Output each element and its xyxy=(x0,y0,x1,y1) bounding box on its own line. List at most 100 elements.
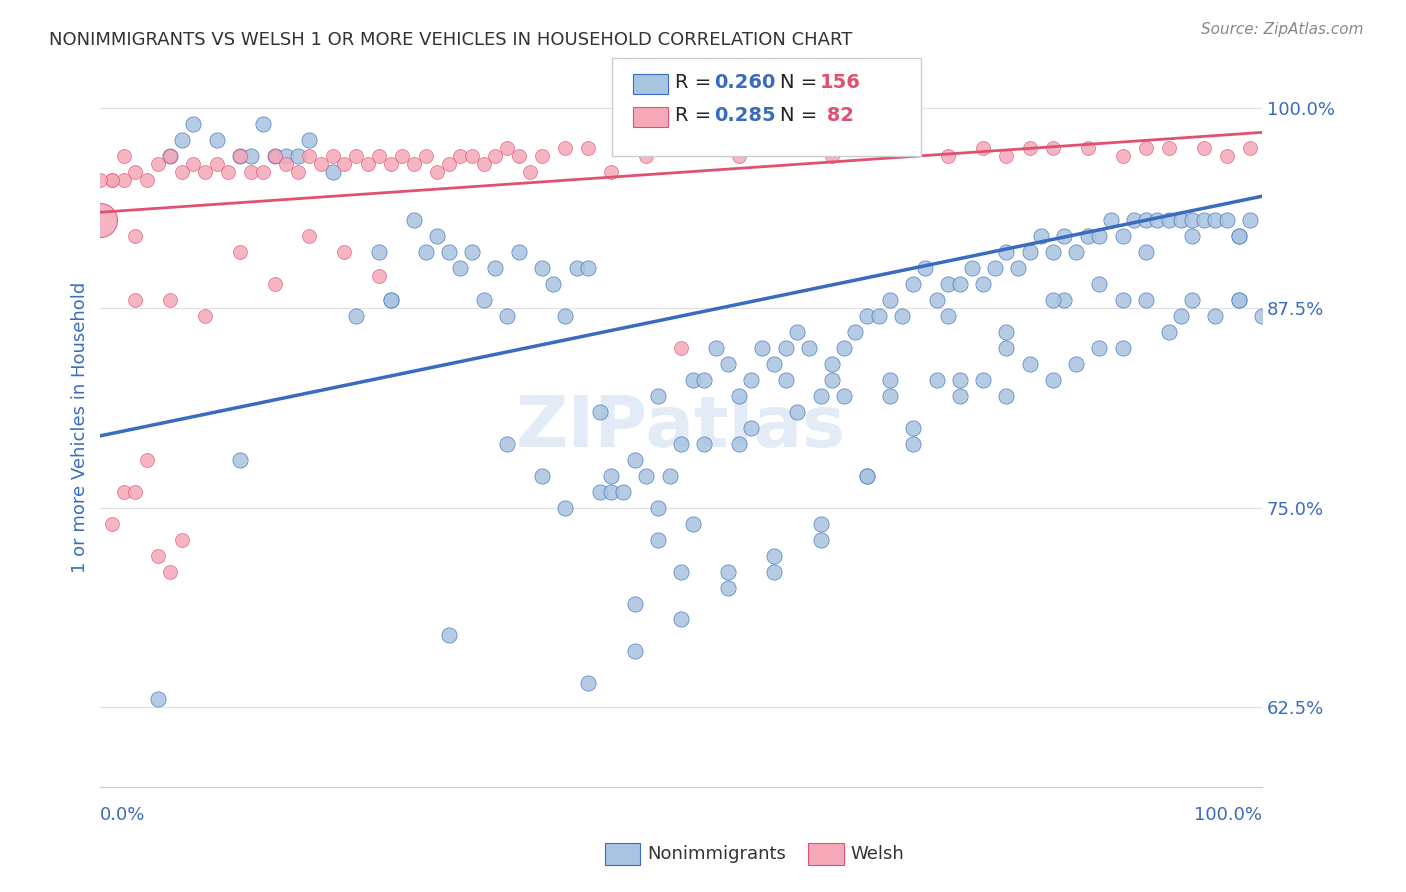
Point xyxy=(740,421,762,435)
Text: NONIMMIGRANTS VS WELSH 1 OR MORE VEHICLES IN HOUSEHOLD CORRELATION CHART: NONIMMIGRANTS VS WELSH 1 OR MORE VEHICLE… xyxy=(49,31,852,49)
Point xyxy=(576,261,599,276)
Point xyxy=(322,149,344,163)
Point xyxy=(856,309,879,323)
Point xyxy=(461,245,484,260)
Point xyxy=(298,149,321,163)
Point xyxy=(1053,229,1076,244)
Point xyxy=(1018,357,1040,371)
Point xyxy=(1111,293,1133,307)
Point xyxy=(589,484,612,499)
Point xyxy=(600,468,623,483)
Point xyxy=(995,341,1018,355)
Point xyxy=(426,165,449,179)
Text: 82: 82 xyxy=(820,106,853,126)
Point xyxy=(936,309,959,323)
Point xyxy=(856,468,879,483)
Point xyxy=(600,165,623,179)
Point xyxy=(1007,261,1029,276)
Point xyxy=(1123,213,1146,227)
Point xyxy=(623,452,645,467)
Point xyxy=(89,213,111,227)
Point xyxy=(832,389,855,403)
Point xyxy=(461,149,484,163)
Point xyxy=(1077,141,1099,155)
Point xyxy=(728,389,751,403)
Point xyxy=(1181,293,1204,307)
Point xyxy=(810,533,832,547)
Point xyxy=(309,157,332,171)
Point xyxy=(890,309,912,323)
Point xyxy=(844,325,866,339)
Text: N =: N = xyxy=(780,73,824,93)
Point xyxy=(623,644,645,658)
Point xyxy=(205,157,228,171)
Point xyxy=(589,405,612,419)
Point xyxy=(472,293,495,307)
Point xyxy=(925,293,948,307)
Point xyxy=(972,277,994,292)
Point xyxy=(554,141,576,155)
Point xyxy=(380,293,402,307)
Point xyxy=(554,500,576,515)
Point xyxy=(449,149,471,163)
Point xyxy=(868,309,890,323)
Point xyxy=(949,389,972,403)
Point xyxy=(124,484,146,499)
Point xyxy=(1018,245,1040,260)
Point xyxy=(263,149,285,163)
Point xyxy=(786,405,808,419)
Point xyxy=(972,141,994,155)
Point xyxy=(728,437,751,451)
Text: 0.260: 0.260 xyxy=(714,73,776,93)
Point xyxy=(276,157,298,171)
Point xyxy=(1111,341,1133,355)
Point xyxy=(437,157,460,171)
Point xyxy=(1157,213,1180,227)
Point xyxy=(1135,141,1157,155)
Point xyxy=(263,277,285,292)
Point xyxy=(148,692,170,706)
Point xyxy=(1227,293,1250,307)
Point xyxy=(449,261,471,276)
Point xyxy=(1227,229,1250,244)
Point xyxy=(252,165,274,179)
Point xyxy=(669,341,692,355)
Text: Nonimmigrants: Nonimmigrants xyxy=(647,845,786,863)
Point xyxy=(775,373,797,387)
Point xyxy=(879,389,901,403)
Point xyxy=(484,261,506,276)
Point xyxy=(1227,229,1250,244)
Point xyxy=(949,373,972,387)
Point xyxy=(402,213,425,227)
Point xyxy=(194,309,217,323)
Point xyxy=(821,357,844,371)
Point xyxy=(1157,325,1180,339)
Point xyxy=(124,165,146,179)
Point xyxy=(380,157,402,171)
Point xyxy=(344,309,367,323)
Point xyxy=(636,468,658,483)
Point xyxy=(472,157,495,171)
Point xyxy=(1042,141,1064,155)
Point xyxy=(669,437,692,451)
Point xyxy=(333,157,356,171)
Point xyxy=(903,277,925,292)
Point xyxy=(949,277,972,292)
Point xyxy=(903,421,925,435)
Point xyxy=(879,293,901,307)
Point xyxy=(356,157,378,171)
Point xyxy=(252,117,274,131)
Point xyxy=(229,149,252,163)
Text: R =: R = xyxy=(675,106,717,126)
Point xyxy=(112,484,135,499)
Point xyxy=(1042,245,1064,260)
Point xyxy=(763,549,786,563)
Point xyxy=(148,157,170,171)
Point xyxy=(124,229,146,244)
Point xyxy=(1146,213,1168,227)
Point xyxy=(112,149,135,163)
Point xyxy=(530,261,553,276)
Point xyxy=(821,373,844,387)
Point xyxy=(415,149,437,163)
Point xyxy=(159,293,181,307)
